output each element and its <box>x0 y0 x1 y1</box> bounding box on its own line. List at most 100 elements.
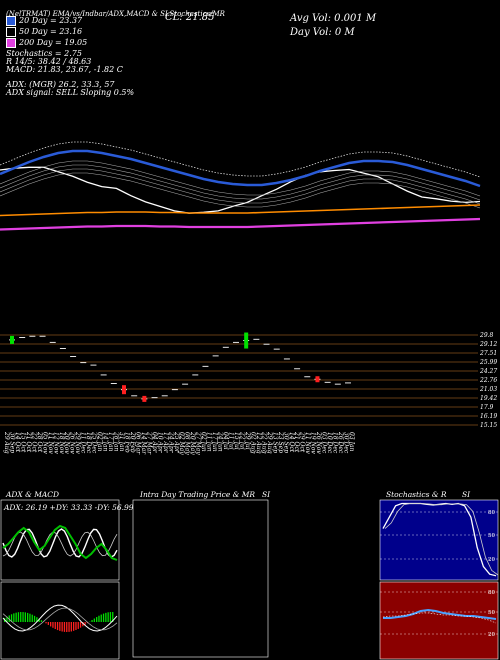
day-volume: Day Vol: 0 M <box>290 27 355 38</box>
stoch-k-line <box>382 502 497 577</box>
date-label: 27 May <box>195 431 202 455</box>
macd-bar <box>91 620 93 622</box>
date-label: 11 Jul <box>228 432 235 450</box>
highlight-candle <box>315 376 320 383</box>
macd-bar <box>96 617 98 622</box>
price-label: 15.15 <box>480 422 497 429</box>
date-label: 21 Oct <box>293 431 300 453</box>
date-label: 04 Apr <box>151 432 158 454</box>
date-label: 19 Nov <box>310 432 317 454</box>
date-label: 06 Mar <box>134 432 141 455</box>
macd-bar <box>107 612 109 622</box>
stoch-panel <box>379 499 499 581</box>
date-label: 17 Jun <box>211 432 218 452</box>
macd-bar <box>70 622 72 632</box>
macd-bar <box>59 622 61 631</box>
date-label: 15 Jul <box>233 432 240 450</box>
macd-bar <box>47 622 49 625</box>
date-label: 20 Nov <box>63 431 70 454</box>
date-label: 02 Aug <box>249 432 256 454</box>
macd-bar <box>63 622 66 632</box>
macd-bar <box>75 622 77 630</box>
macd-bar <box>77 622 79 629</box>
ema-ribbon-line <box>0 160 481 197</box>
macd-bar <box>82 622 84 627</box>
macd-bar <box>102 613 105 622</box>
date-label: 29 Jul <box>244 431 251 450</box>
date-label: 02 May <box>178 432 185 455</box>
macd-bar <box>29 613 31 622</box>
date-label: 13 Sep <box>271 432 278 453</box>
macd-bar <box>52 622 54 628</box>
date-label: 10 Apr <box>156 432 163 454</box>
macd-bar <box>36 617 38 622</box>
date-label: 04 Jul <box>222 432 229 450</box>
date-label: 23 Sep <box>277 431 284 453</box>
macd-bar <box>112 612 114 622</box>
macd-bar <box>6 616 8 622</box>
adx-line <box>2 524 118 561</box>
macd-signal-line <box>2 607 118 631</box>
date-label: 30 Sep <box>8 432 15 453</box>
price-label: 25.99 <box>479 359 497 366</box>
macd-line <box>2 604 118 632</box>
date-label: 29 Oct <box>299 431 306 453</box>
macd-bar <box>10 614 13 622</box>
date-label: 26 Nov <box>315 431 322 454</box>
ema-orange-line <box>0 204 481 217</box>
date-label: 17 Jan <box>107 432 114 452</box>
date-label: 15 Oct <box>19 432 26 453</box>
si-signal-line <box>382 612 497 624</box>
date-label: 12 Nov <box>52 432 59 454</box>
macd-bar <box>31 614 33 622</box>
date-label: 20 Feb <box>129 431 136 453</box>
macd-bar <box>73 622 75 631</box>
legend-macd: MACD: 21.83, 23.67, -1.82 C <box>6 65 123 74</box>
date-label: 11 Nov <box>304 432 311 454</box>
stoch-level-label: 20 <box>488 557 495 563</box>
header-ticker: (NelTRMAT) EMA/vs/Indbar/ADX,MACD & SLSt… <box>6 10 225 18</box>
date-label: 08 May <box>184 432 191 455</box>
close-price: CL: 21.85 <box>165 12 215 23</box>
macd-bar <box>98 615 100 622</box>
date-label: 28 Oct <box>36 431 43 453</box>
price-label: 29.12 <box>479 341 497 348</box>
macd-bar <box>40 620 43 622</box>
date-label: 20 May <box>189 431 196 455</box>
date-label: 02 Jun <box>200 432 207 452</box>
price-label: 19.42 <box>480 395 497 402</box>
highlight-candle <box>142 395 147 402</box>
date-label: 05 Nov <box>41 432 48 454</box>
adx-readout: ADX: 26.19 +DY: 33.33 -DY: 56.99 <box>3 503 134 512</box>
macd-bar <box>105 612 107 622</box>
date-label: 11 Nov <box>47 432 54 454</box>
date-label: 24 Jun <box>217 431 224 452</box>
date-label: 22 Jul <box>238 431 245 450</box>
price-label: 29.8 <box>479 332 494 339</box>
macd-bar <box>66 622 68 632</box>
date-label: 27 Mar <box>145 431 152 455</box>
macd-bar <box>8 615 10 622</box>
highlight-candle <box>244 332 249 349</box>
stoch-level-label: 80 <box>488 510 495 516</box>
date-label: 11 Jun <box>206 432 213 452</box>
stoch-panel-title: Stochastics & R <box>386 490 447 499</box>
date-label: 22 Aug <box>260 431 267 454</box>
date-label: 29 Aug <box>266 431 273 454</box>
date-label: 29 Nov <box>74 431 81 454</box>
date-label: 14 Mar <box>140 432 147 455</box>
macd-bar <box>109 612 112 622</box>
avg-volume: Avg Vol: 0.001 M <box>290 13 377 24</box>
macd-bar <box>68 622 70 632</box>
ema-ribbon-line <box>0 172 481 209</box>
adx-panel-title: ADX & MACD <box>6 490 60 499</box>
price-label: 17.9 <box>480 404 494 411</box>
date-label: 14 Oct <box>288 432 295 453</box>
macd-bar <box>45 622 47 624</box>
date-label: 17 Apr <box>162 432 169 454</box>
date-label: 26 Dec <box>337 431 344 454</box>
adx-plus-line <box>2 528 118 558</box>
ema-ribbon-line <box>0 164 481 201</box>
date-label: 28 Jan <box>113 431 120 452</box>
ema-ribbon-line <box>0 168 481 205</box>
